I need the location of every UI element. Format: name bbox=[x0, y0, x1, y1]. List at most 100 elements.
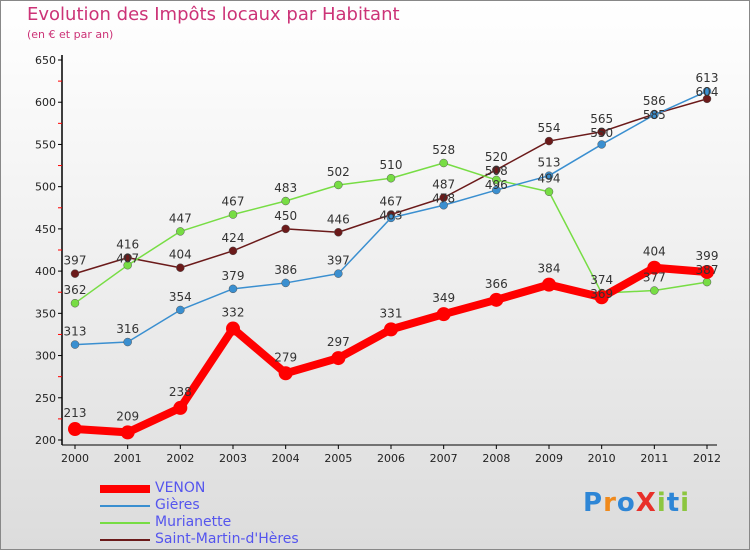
data-label: 354 bbox=[169, 290, 192, 304]
data-label: 585 bbox=[643, 108, 666, 122]
x-tick-label: 2001 bbox=[114, 452, 142, 465]
data-point bbox=[228, 210, 238, 219]
y-tick-label: 500 bbox=[35, 181, 56, 194]
data-point bbox=[123, 337, 132, 347]
y-tick-label: 450 bbox=[35, 223, 56, 236]
data-label: 399 bbox=[696, 249, 719, 263]
data-point bbox=[650, 110, 659, 120]
legend-label: Gières bbox=[155, 497, 200, 513]
data-label: 487 bbox=[432, 178, 455, 192]
legend-swatch bbox=[100, 538, 150, 541]
data-point bbox=[386, 173, 396, 183]
data-label: 494 bbox=[538, 172, 561, 186]
legend-item: Murianette bbox=[100, 514, 299, 531]
data-point bbox=[384, 322, 398, 337]
data-point bbox=[650, 286, 659, 295]
data-label: 510 bbox=[380, 158, 403, 172]
y-tick-label: 250 bbox=[35, 392, 56, 405]
data-label: 467 bbox=[222, 195, 245, 209]
data-label: 463 bbox=[380, 209, 403, 223]
data-point bbox=[281, 278, 290, 288]
y-tick-label: 300 bbox=[35, 350, 56, 363]
legend-item: Gières bbox=[100, 497, 299, 514]
data-point bbox=[120, 425, 135, 440]
x-tick-label: 2011 bbox=[640, 452, 668, 465]
y-tick-label: 550 bbox=[35, 138, 56, 151]
data-point bbox=[331, 351, 346, 366]
data-point bbox=[647, 260, 662, 275]
data-label: 397 bbox=[64, 254, 87, 268]
x-tick-label: 2008 bbox=[482, 452, 510, 465]
data-point bbox=[176, 263, 185, 272]
data-label: 513 bbox=[538, 156, 561, 170]
x-tick-label: 2000 bbox=[61, 452, 89, 465]
legend-label: Murianette bbox=[155, 514, 232, 530]
data-label: 447 bbox=[169, 211, 192, 225]
data-point bbox=[597, 127, 606, 137]
data-label: 349 bbox=[432, 291, 455, 305]
data-point bbox=[123, 260, 132, 270]
data-point bbox=[226, 321, 240, 336]
data-label: 331 bbox=[380, 306, 403, 320]
legend: VENON Gières Murianette Saint-Martin-d'Hère… bbox=[100, 480, 299, 548]
y-tick-label: 650 bbox=[35, 54, 56, 67]
data-label: 404 bbox=[643, 245, 666, 259]
data-point bbox=[334, 269, 343, 278]
data-label: 554 bbox=[538, 121, 561, 135]
data-point bbox=[386, 213, 396, 223]
data-label: 467 bbox=[380, 195, 403, 209]
data-label: 496 bbox=[485, 178, 508, 192]
data-point bbox=[70, 269, 80, 278]
legend-label: Saint-Martin-d'Hères bbox=[155, 531, 299, 547]
data-point bbox=[70, 340, 80, 349]
data-point bbox=[70, 298, 80, 308]
data-point bbox=[700, 264, 714, 279]
data-point bbox=[176, 305, 185, 315]
x-tick-label: 2007 bbox=[430, 452, 458, 465]
x-tick-label: 2012 bbox=[693, 452, 721, 465]
data-point bbox=[492, 185, 501, 195]
data-label: 238 bbox=[169, 385, 192, 399]
data-label: 483 bbox=[274, 181, 297, 195]
x-tick-label: 2003 bbox=[219, 452, 247, 465]
x-tick-label: 2002 bbox=[166, 452, 194, 465]
data-label: 362 bbox=[64, 283, 87, 297]
series-saint-martin-d-h-res bbox=[70, 94, 712, 278]
data-point bbox=[544, 187, 554, 196]
data-label: 377 bbox=[643, 271, 666, 285]
x-tick-label: 2004 bbox=[272, 452, 300, 465]
data-point bbox=[334, 228, 343, 237]
data-point bbox=[439, 200, 448, 210]
y-tick-label: 350 bbox=[35, 307, 56, 320]
chart-subtitle: (en € et par an) bbox=[27, 28, 114, 41]
y-tick-label: 600 bbox=[35, 96, 56, 109]
data-label: 604 bbox=[696, 85, 719, 99]
data-label: 213 bbox=[64, 406, 87, 420]
data-label: 209 bbox=[116, 409, 139, 423]
data-point bbox=[281, 224, 290, 234]
data-point bbox=[542, 277, 556, 292]
data-label: 387 bbox=[696, 263, 719, 277]
data-point bbox=[68, 422, 82, 437]
data-point bbox=[281, 196, 290, 206]
legend-label: VENON bbox=[155, 480, 206, 496]
data-label: 397 bbox=[327, 254, 350, 268]
legend-swatch bbox=[100, 484, 150, 493]
data-label: 586 bbox=[643, 94, 666, 108]
data-point bbox=[702, 86, 712, 96]
data-point bbox=[544, 136, 554, 146]
legend-item: Saint-Martin-d'Hères bbox=[100, 531, 299, 548]
chart-title: Evolution des Impôts locaux par Habitant bbox=[27, 4, 400, 25]
data-point bbox=[544, 171, 554, 180]
proxiti-logo: ProXiti bbox=[583, 488, 691, 518]
data-label: 416 bbox=[116, 238, 139, 252]
series-venon bbox=[68, 260, 714, 440]
data-label: 369 bbox=[590, 287, 613, 301]
data-label: 550 bbox=[590, 126, 613, 140]
data-label: 384 bbox=[538, 262, 561, 276]
data-point bbox=[594, 290, 609, 305]
data-label: 316 bbox=[116, 322, 139, 336]
data-label: 508 bbox=[485, 164, 508, 178]
